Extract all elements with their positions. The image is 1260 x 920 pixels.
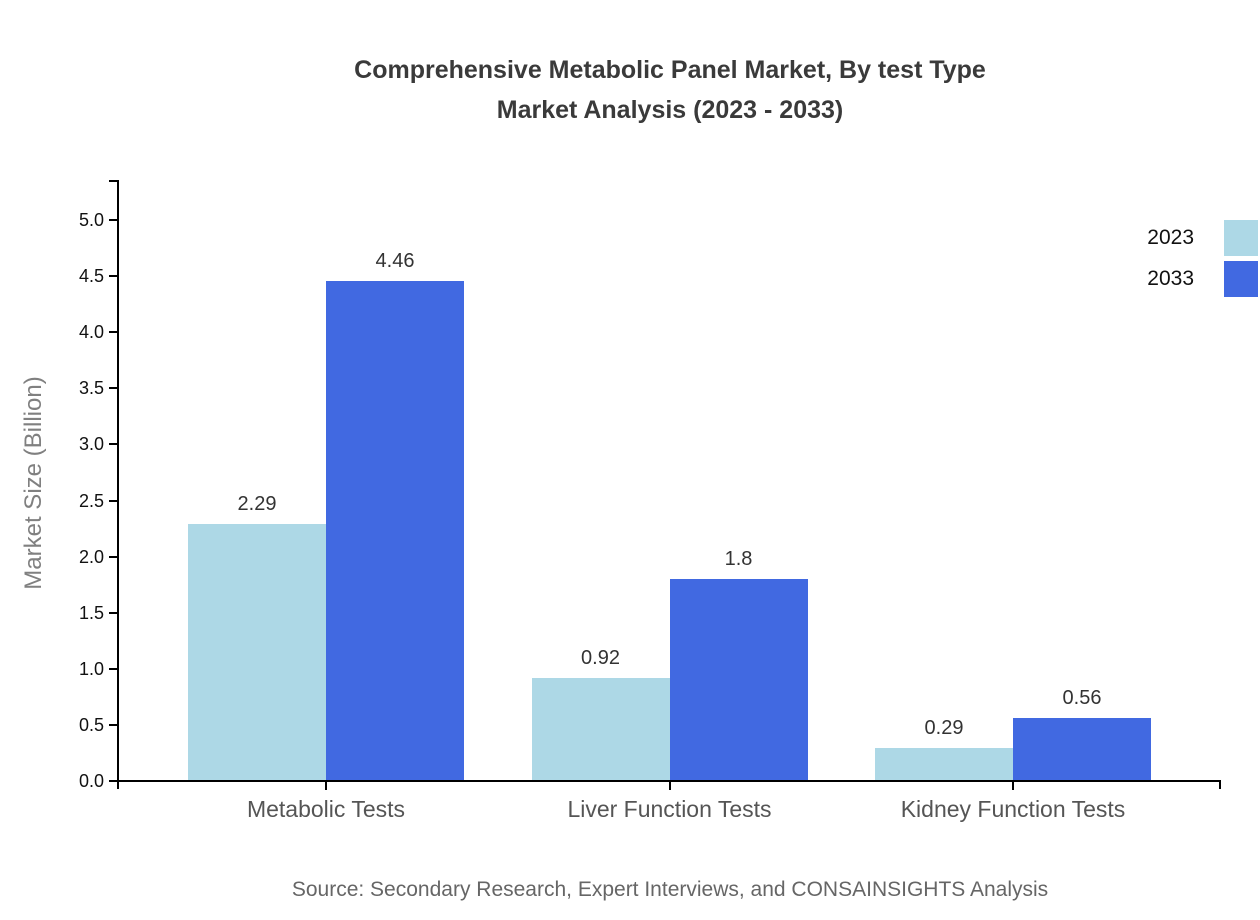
y-tick-mark [109,667,117,670]
legend-label: 2033 [1147,267,1194,290]
source-text: Source: Secondary Research, Expert Inter… [291,878,1049,901]
y-tick-label: 2.0 [78,546,104,567]
y-tick-label: 1.5 [78,602,104,623]
x-category-label: Metabolic Tests [246,796,406,822]
chart-title-line1: Comprehensive Metabolic Panel Market, By… [354,56,986,84]
bar-value-label: 0.29 [924,717,964,739]
y-tick-label: 1.0 [78,658,104,679]
legend-item-2023: 2023 [1147,220,1258,256]
bar-2033-liver-function-tests [669,579,808,780]
y-tick-mark [109,443,117,446]
x-axis-spine [117,780,1221,782]
x-tick-mark [668,782,671,790]
bar-2023-kidney-function-tests [875,748,1013,780]
bar-2023-liver-function-tests [531,678,670,780]
bar-2033-kidney-function-tests [1013,718,1151,780]
y-tick-mark [109,723,117,726]
y-tick-mark [109,275,117,278]
bar-value-label: 1.8 [724,548,753,570]
legend-item-2033: 2033 [1147,261,1258,297]
y-tick-label: 3.0 [78,434,104,455]
legend-label: 2023 [1147,226,1194,249]
y-axis-top-cap [109,180,117,182]
bar-value-label: 2.29 [237,493,277,515]
bar-2023-metabolic-tests [188,524,326,780]
y-tick-label: 2.5 [78,490,104,511]
y-tick-mark [109,780,117,782]
x-axis-end-cap [1219,780,1221,789]
chart-title-line2: Market Analysis (2023 - 2033) [496,96,844,124]
y-tick-label: 0.0 [78,771,104,791]
y-tick-label: 0.5 [78,714,104,735]
bar-value-label: 0.56 [1062,687,1102,709]
y-axis-spine [117,180,119,789]
y-tick-label: 5.0 [78,210,104,230]
x-category-label: Liver Function Tests [567,796,772,822]
legend-swatch-2023 [1224,220,1258,256]
legend: 2023 2033 [1147,220,1258,302]
y-tick-label: 3.5 [78,378,104,399]
y-tick-label: 4.5 [78,266,104,287]
y-tick-mark [109,219,117,221]
y-tick-mark [109,555,117,558]
y-tick-mark [109,331,117,334]
x-tick-mark [1012,782,1014,790]
y-tick-mark [109,611,117,614]
bar-value-label: 4.46 [375,250,415,272]
y-tick-mark [109,387,117,390]
y-tick-label: 4.0 [78,322,104,343]
bar-value-label: 0.92 [581,647,620,669]
bar-2033-metabolic-tests [326,281,464,780]
legend-swatch-2033 [1224,261,1258,297]
y-tick-mark [109,499,117,502]
x-tick-mark [325,782,327,790]
x-category-label: Kidney Function Tests [900,796,1126,822]
chart-title: Comprehensive Metabolic Panel Market, By… [0,50,1260,130]
